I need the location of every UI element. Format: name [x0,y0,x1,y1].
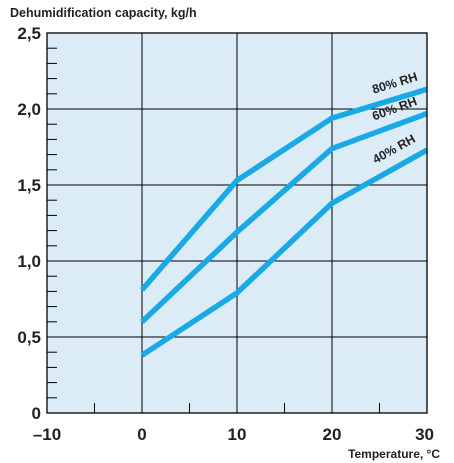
y-tick-label: 0,5 [17,328,41,347]
y-tick-label: 1,0 [17,252,41,271]
x-tick-label: 0 [137,425,146,444]
x-tick-label: 10 [228,425,247,444]
y-tick-label: 0 [32,404,41,423]
chart-title: Dehumidification capacity, kg/h [10,6,197,20]
y-tick-label: 1,5 [17,176,41,195]
series-line [140,110,428,324]
x-tick-label: –10 [33,425,61,444]
series-line [139,86,428,292]
x-tick-label: 30 [415,425,434,444]
minor-ticks [47,47,380,413]
y-tick-labels: 0 0,5 1,0 1,5 2,0 2,5 [17,24,41,423]
x-tick-label: 20 [323,425,342,444]
y-tick-label: 2,0 [17,100,41,119]
x-axis-label: Temperature, °C [348,447,440,461]
plot-frame [46,32,428,414]
y-tick-label: 2,5 [17,24,41,43]
x-tick-labels: –10 0 10 20 30 [33,425,434,444]
series-line [140,147,429,358]
series-lines [139,86,429,358]
